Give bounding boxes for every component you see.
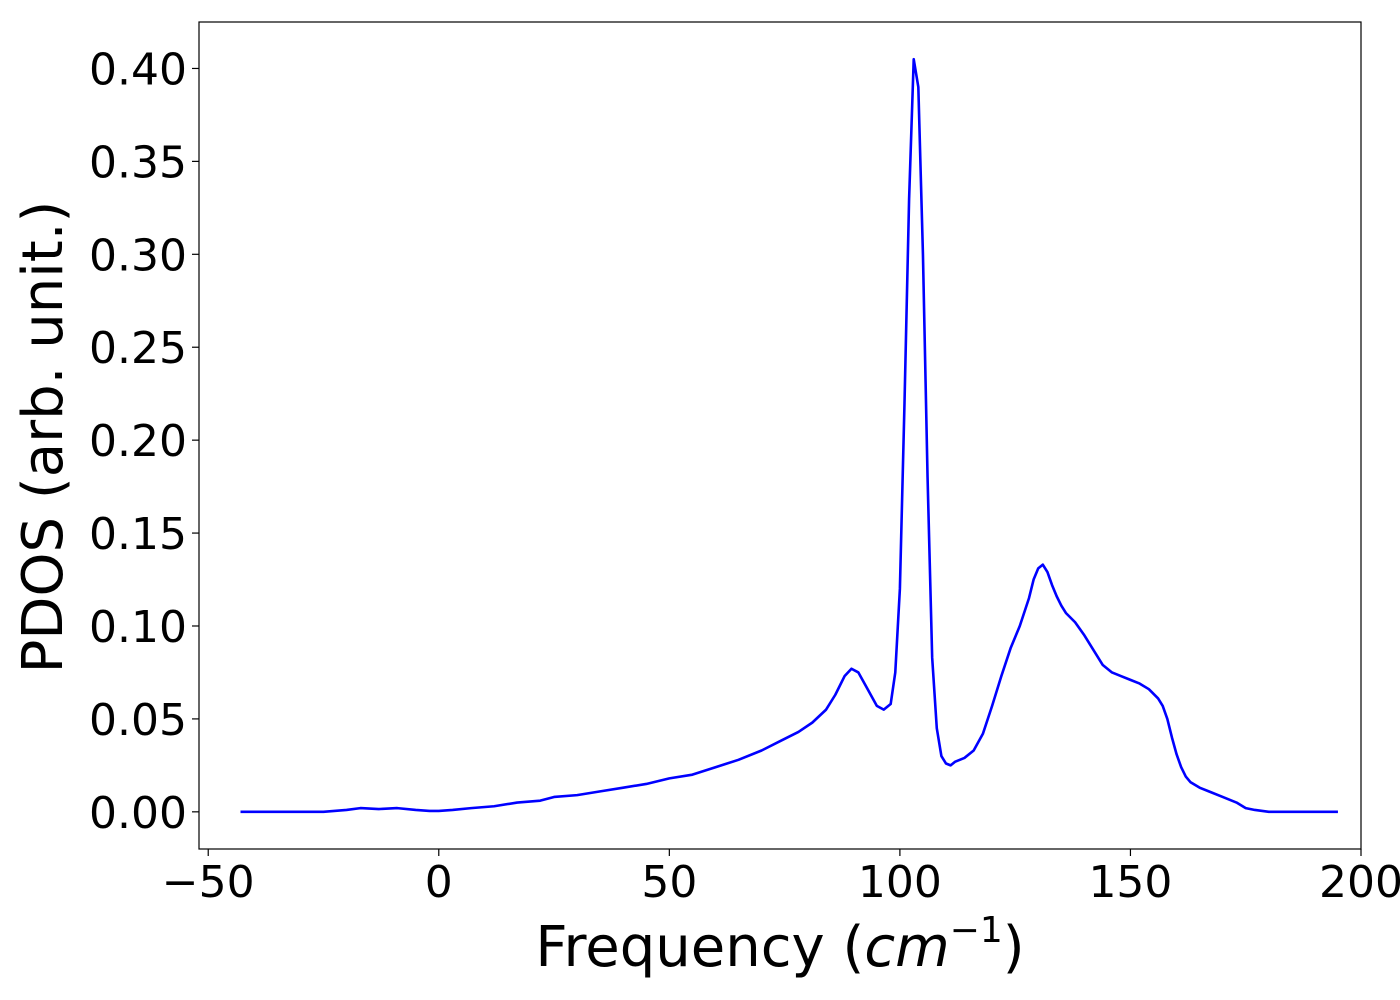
axes-frame: [198, 21, 1362, 850]
x-tick-label: 150: [1088, 857, 1172, 908]
y-axis-ticks: 0.00 0.05 0.10 0.15 0.20 0.25 0.30 0.35 0.40: [89, 44, 199, 839]
y-tick-label: 0.30: [89, 230, 187, 281]
x-axis-label: Frequency (cm−1): [535, 910, 1024, 980]
y-tick-label: 0.40: [89, 44, 187, 95]
y-tick-label: 0.05: [89, 695, 187, 746]
x-tick-label: 200: [1319, 857, 1400, 908]
plot-area: [198, 21, 1362, 850]
x-axis-label-close: ): [1003, 915, 1025, 980]
y-axis-label: PDOS (arb. unit.): [11, 201, 76, 674]
y-tick-label: 0.00: [89, 788, 187, 839]
x-axis-ticks: −50 0 50 100 150 200: [162, 849, 1400, 908]
y-tick-label: 0.25: [89, 323, 187, 374]
y-tick-label: 0.15: [89, 509, 187, 560]
x-axis-label-math: cm: [864, 915, 949, 980]
y-tick-label: 0.10: [89, 602, 187, 653]
y-tick-label: 0.20: [89, 416, 187, 467]
x-tick-label: 0: [425, 857, 453, 908]
x-tick-label: 100: [858, 857, 942, 908]
series-line-0: [240, 57, 1338, 814]
x-tick-label: −50: [162, 857, 255, 908]
x-axis-label-text: Frequency (: [535, 915, 864, 980]
y-tick-label: 0.35: [89, 137, 187, 188]
x-axis-label-superscript: −1: [950, 910, 1003, 951]
x-tick-label: 50: [641, 857, 697, 908]
